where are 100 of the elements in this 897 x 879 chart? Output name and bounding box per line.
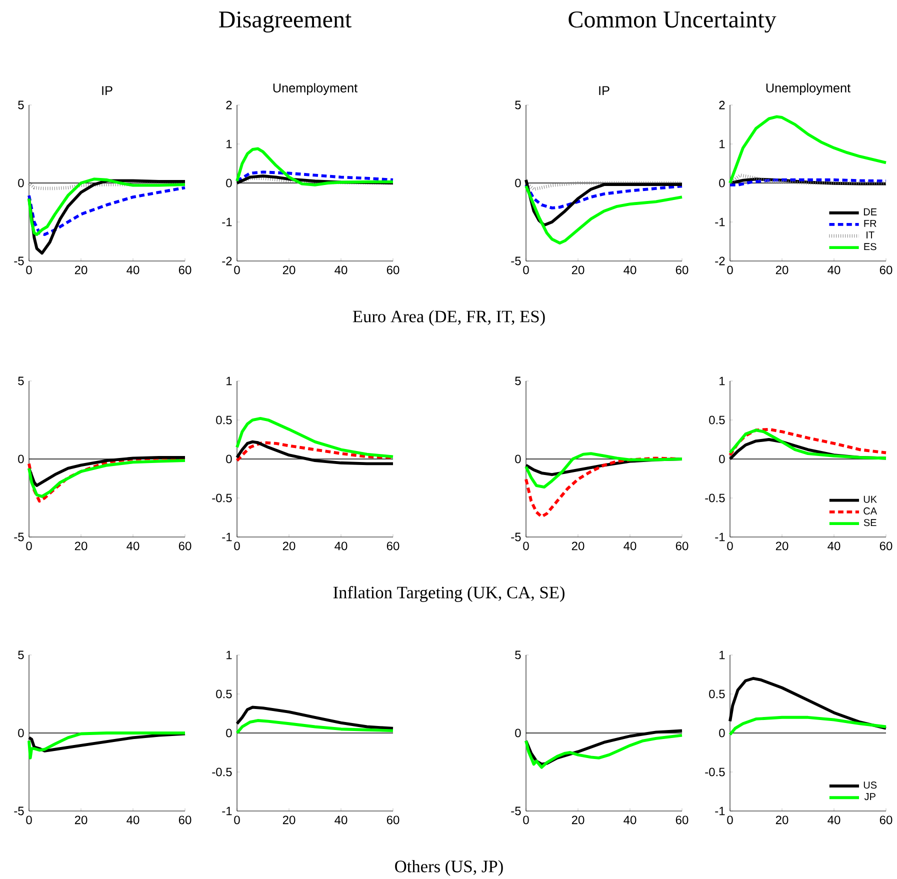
- text: Others (US, JP): [395, 860, 503, 876]
- y-tick-label: 5: [18, 376, 24, 386]
- x-tick-label: 0: [234, 266, 240, 274]
- x-tick-label: 40: [828, 542, 840, 550]
- y-tick-label: -5: [511, 806, 521, 816]
- y-tick-label: 0: [18, 728, 24, 738]
- y-tick-label: -1: [222, 532, 232, 542]
- x-tick-label: 60: [880, 542, 892, 550]
- y-tick-label: -1: [715, 806, 725, 816]
- y-tick-label: 1: [226, 140, 232, 148]
- y-tick-label: -1: [715, 218, 725, 226]
- y-tick-label: 5: [18, 100, 24, 110]
- line-series: [524, 183, 684, 210]
- x-tick-label: 0: [727, 542, 733, 550]
- y-tick-label: -1: [222, 218, 232, 226]
- x-tick-label: 20: [74, 542, 88, 550]
- y-tick-label: 0.5: [709, 690, 725, 698]
- text: Disagreement: [219, 11, 352, 33]
- x-tick-label: 20: [282, 266, 296, 274]
- text: Common Uncertainty: [568, 11, 776, 33]
- y-tick-label: 1: [226, 650, 232, 660]
- chart-title: IP: [102, 86, 112, 95]
- x-tick-label: 40: [828, 816, 840, 824]
- x-tick-label: 20: [572, 816, 584, 824]
- x-tick-label: 20: [282, 816, 296, 824]
- y-tick-label: -1: [222, 806, 232, 816]
- x-tick-label: 60: [178, 816, 192, 824]
- y-tick-label: -5: [14, 532, 24, 542]
- y-tick-label: -2: [715, 256, 725, 266]
- y-tick-label: 0: [18, 178, 24, 188]
- y-tick-label: 0.5: [216, 416, 232, 424]
- x-tick-label: 0: [26, 816, 32, 824]
- y-tick-label: -5: [511, 256, 521, 266]
- y-tick-label: 1: [720, 376, 725, 386]
- y-tick-label: -1: [715, 532, 725, 542]
- legend-label: US: [864, 782, 877, 789]
- x-tick-label: 60: [386, 816, 400, 824]
- x-tick-label: 60: [178, 542, 192, 550]
- y-tick-label: -5: [14, 256, 24, 266]
- y-tick-label: 0: [226, 178, 232, 188]
- y-tick-label: 0.5: [216, 690, 232, 698]
- y-tick-label: 5: [515, 376, 521, 386]
- line-series: [236, 147, 394, 186]
- x-tick-label: 40: [624, 542, 636, 550]
- x-tick-label: 20: [776, 542, 788, 550]
- x-tick-label: 60: [386, 542, 400, 550]
- x-tick-label: 20: [776, 266, 788, 274]
- y-tick-label: -2: [222, 256, 232, 266]
- y-tick-label: 0: [719, 178, 725, 188]
- x-tick-label: 20: [572, 542, 584, 550]
- x-tick-label: 60: [386, 266, 400, 274]
- x-tick-label: 0: [727, 816, 733, 824]
- legend-label: ES: [864, 243, 876, 250]
- x-tick-label: 60: [178, 266, 192, 274]
- x-tick-label: 0: [234, 542, 240, 550]
- legend-label: CA: [864, 507, 878, 515]
- x-tick-label: 40: [624, 266, 636, 274]
- line-series: [524, 184, 684, 245]
- legend-label: UK: [864, 496, 877, 503]
- chart-title: IP: [599, 86, 610, 95]
- y-tick-label: -0.5: [705, 768, 725, 776]
- y-tick-label: -5: [511, 532, 521, 542]
- line-series: [524, 452, 684, 489]
- x-tick-label: 20: [282, 542, 296, 550]
- x-tick-label: 60: [676, 816, 688, 824]
- x-tick-label: 40: [828, 266, 840, 274]
- y-tick-label: 0: [18, 454, 24, 464]
- line-series: [728, 174, 888, 185]
- y-tick-label: 1: [720, 140, 725, 148]
- y-tick-label: 0: [515, 728, 521, 738]
- x-tick-label: 40: [126, 266, 140, 274]
- x-tick-label: 40: [624, 816, 636, 824]
- x-tick-label: 20: [74, 266, 88, 274]
- line-series: [728, 716, 888, 736]
- legend-label: IT: [866, 232, 874, 238]
- y-tick-label: 1: [226, 376, 232, 386]
- y-tick-label: -0.5: [705, 494, 725, 502]
- x-tick-label: 0: [523, 266, 529, 274]
- x-tick-label: 0: [727, 266, 733, 274]
- x-tick-label: 0: [26, 542, 32, 550]
- y-tick-label: 0: [226, 454, 232, 464]
- y-tick-label: 0: [719, 728, 725, 738]
- y-tick-label: 0: [515, 454, 521, 464]
- legend-label: SE: [864, 519, 876, 526]
- line-series: [28, 732, 186, 760]
- x-tick-label: 40: [126, 542, 140, 550]
- y-tick-label: 0: [226, 728, 232, 738]
- y-tick-label: 0: [719, 454, 725, 464]
- x-tick-label: 20: [776, 816, 788, 824]
- y-tick-label: 5: [515, 650, 521, 660]
- y-tick-label: 5: [18, 650, 24, 660]
- y-tick-label: -0.5: [212, 768, 232, 776]
- x-tick-label: 0: [26, 266, 32, 274]
- y-tick-label: -0.5: [212, 494, 232, 502]
- y-tick-label: 0.5: [709, 416, 725, 424]
- text: Euro Area (DE, FR, IT, ES): [352, 310, 545, 326]
- x-tick-label: 60: [880, 266, 892, 274]
- x-tick-label: 20: [572, 266, 584, 274]
- chart-title: Unemployment: [273, 83, 358, 95]
- x-tick-label: 60: [676, 266, 688, 274]
